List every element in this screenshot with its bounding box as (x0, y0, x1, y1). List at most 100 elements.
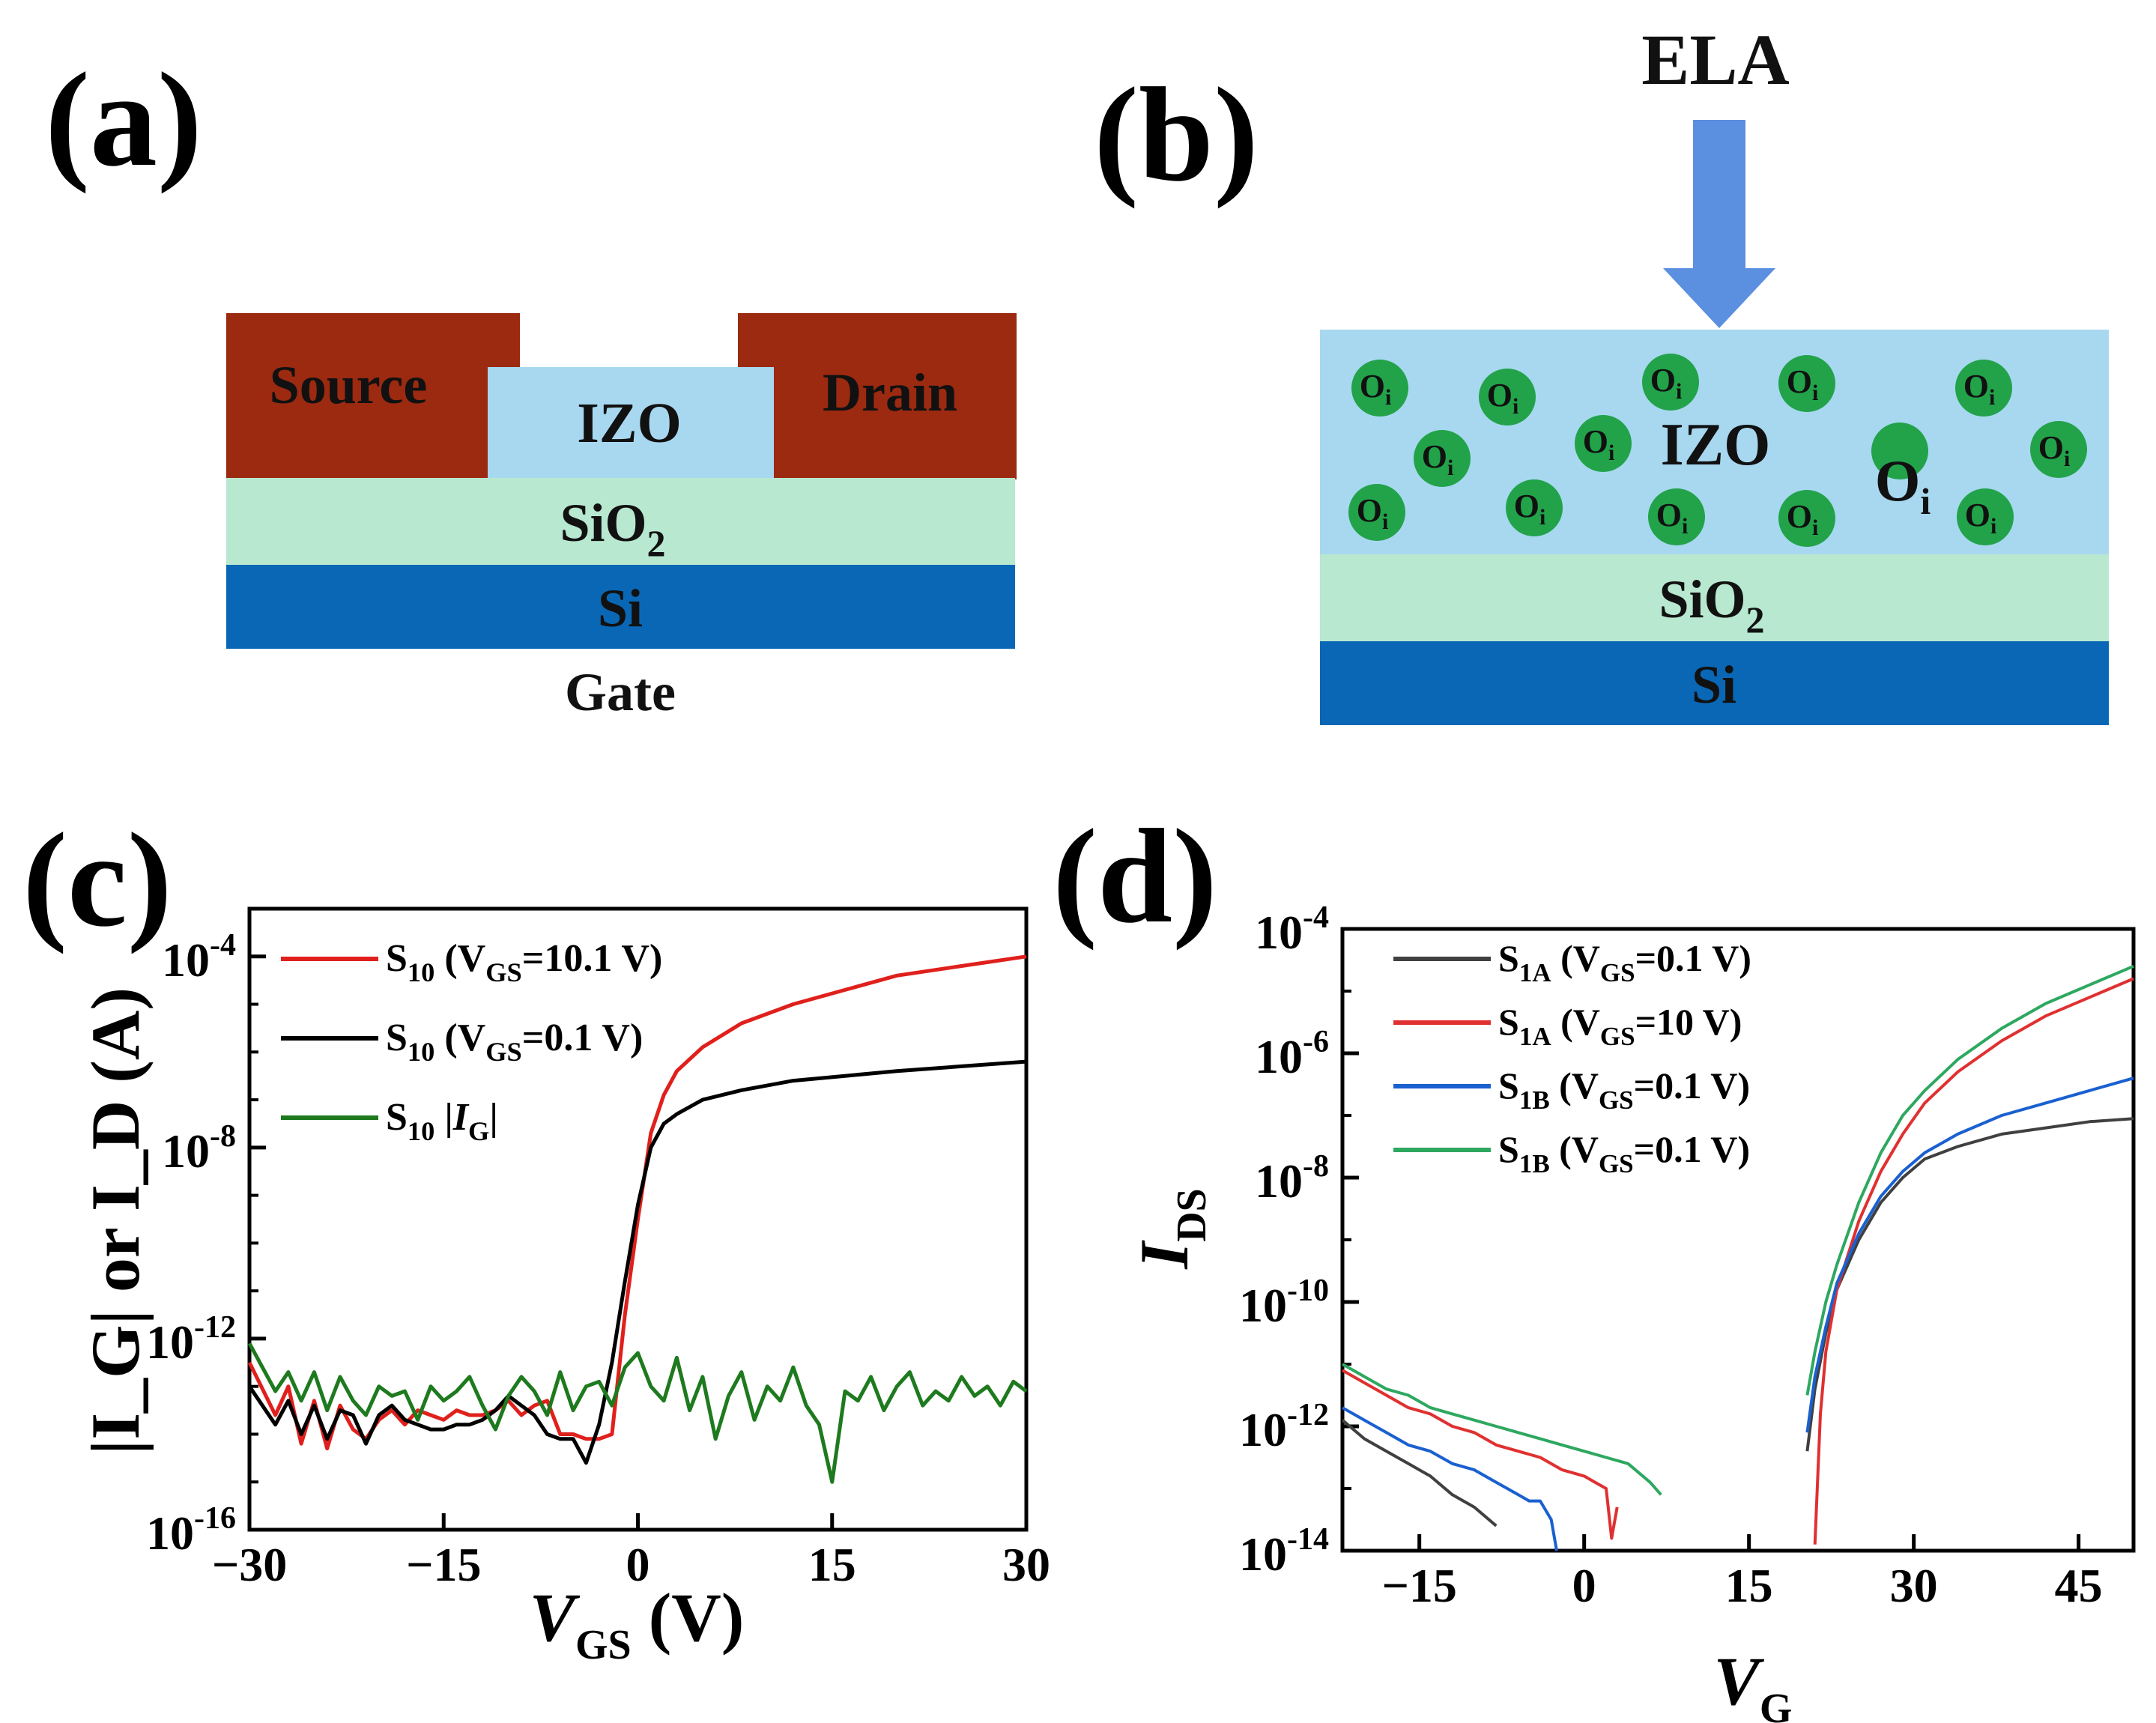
sio2-layer-b (1320, 554, 2109, 643)
series-line (247, 1342, 1028, 1484)
oi-dot-icon (1351, 360, 1408, 417)
series-line (247, 954, 1027, 1451)
x-tick-label: 15 (1725, 1559, 1773, 1612)
series-line (1813, 977, 2134, 1545)
oi-label: Oi (1787, 498, 1819, 540)
x-tick-label: 0 (1572, 1559, 1596, 1612)
y-tick-label: 10-12 (146, 1310, 236, 1369)
oi-dot-icon (1348, 484, 1405, 541)
oi-defect: Oi (1955, 360, 2012, 417)
series-line (1805, 1117, 2134, 1452)
oi-label: Oi (1357, 492, 1389, 534)
legend-entry: S10 |IG| (386, 1096, 498, 1146)
panel-a: (a) Source Drain IZO SiO2 Si Gate (45, 45, 1017, 722)
x-tick-label: 45 (2055, 1559, 2103, 1612)
drain-label: Drain (823, 363, 957, 423)
y-tick-label: 10-10 (1239, 1274, 1329, 1332)
oi-label: Oi (1656, 497, 1689, 539)
oi-defect-large: Oi (1871, 423, 1931, 522)
y-tick-label: 10-6 (1255, 1025, 1329, 1083)
x-tick-label: −15 (406, 1538, 481, 1591)
si-layer (226, 565, 1015, 649)
panel-b-letter: (b) (1094, 60, 1259, 209)
oi-dot-icon (1575, 415, 1632, 472)
sio2-layer (226, 478, 1015, 566)
y-tick-label: 10-8 (162, 1119, 236, 1178)
legend-entry: S10 (VGS=0.1 V) (386, 1017, 643, 1067)
izo-channel (488, 367, 774, 479)
oi-dot-icon (1871, 423, 1928, 479)
series-line (1342, 1406, 1558, 1551)
y-tick-label: 10-8 (1255, 1149, 1329, 1208)
oi-dot-icon (1778, 355, 1835, 412)
x-tick-label: 0 (626, 1538, 650, 1591)
x-tick-label: 30 (1890, 1559, 1938, 1612)
gate-label: Gate (565, 662, 676, 722)
oi-defect: Oi (1348, 484, 1405, 541)
source-electrode (226, 313, 520, 479)
sio2-label: SiO2 (560, 493, 665, 564)
oi-dot-icon (1642, 354, 1699, 411)
oi-dot-icon (1648, 488, 1705, 545)
izo-label: IZO (577, 392, 681, 455)
x-tick-label: −30 (212, 1538, 287, 1591)
y-tick-label: 10-4 (162, 928, 236, 987)
oi-dot-icon (1414, 430, 1471, 487)
izo-label-b: IZO (1661, 412, 1771, 478)
ela-label: ELA (1641, 19, 1789, 100)
oi-label: Oi (1965, 497, 1997, 539)
oi-defect: Oi (1778, 355, 1835, 412)
series-line (1341, 1419, 1498, 1527)
si-label-b: Si (1692, 655, 1736, 715)
si-layer-b (1320, 641, 2109, 725)
source-label: Source (270, 355, 428, 415)
series-line (1342, 1363, 1662, 1496)
oi-defect: Oi (1479, 369, 1536, 426)
legend-entry: S1B (VGS=0.1 V) (1498, 1065, 1750, 1115)
oi-defect: Oi (1414, 430, 1471, 487)
series-line (247, 1059, 1027, 1465)
oi-defect: Oi (1648, 488, 1705, 545)
x-tick-label: 30 (1002, 1538, 1050, 1591)
legend-entry: S1A (VGS=10 V) (1498, 1001, 1742, 1051)
series-line (1805, 1077, 2134, 1433)
oi-label: Oi (2038, 429, 2071, 471)
oi-label: Oi (1360, 368, 1392, 410)
oi-dot-icon (1479, 369, 1536, 426)
oxygen-interstitials: Oi Oi Oi Oi Oi Oi Oi Oi Oi Oi Oi Oi Oi Oi (1348, 354, 2087, 547)
y-tick-label: 10-16 (146, 1501, 236, 1560)
legend-entry: S1B (VGS=0.1 V) (1498, 1128, 1750, 1178)
oi-defect: Oi (1575, 415, 1632, 472)
chart-d: (d) −15 0 15 30 45 10-4 10-6 10-8 10-10 10-12 10-1… (1053, 802, 2136, 1723)
oi-dot-icon (1957, 488, 2014, 545)
si-label: Si (598, 578, 643, 638)
x-axis-label: VG (1714, 1643, 1793, 1723)
oi-label: Oi (1650, 362, 1683, 404)
sio2-label-b: SiO2 (1659, 569, 1764, 641)
oi-label: Oi (1422, 438, 1454, 480)
oi-defect: Oi (1778, 490, 1835, 547)
series-line (1342, 1369, 1619, 1540)
chart-c: (c) −30 −15 0 15 30 10-4 10-8 10-12 10-16 S10 (VG… (22, 805, 1050, 1668)
oi-defect: Oi (1957, 488, 2014, 545)
oi-dot-icon (1506, 479, 1563, 536)
panel-d-letter: (d) (1053, 802, 1217, 951)
drain-electrode (738, 313, 1017, 479)
oi-dot-icon (1778, 490, 1835, 547)
y-axis-label: |I_G| or I_D (A) (77, 987, 154, 1455)
legend-entry: S1A (VGS=0.1 V) (1498, 937, 1751, 987)
oi-dot-icon (2030, 421, 2087, 478)
oi-label-large: Oi (1875, 448, 1931, 522)
oi-label: Oi (1583, 423, 1615, 465)
series-line (1805, 964, 2134, 1396)
oi-defect: Oi (1642, 354, 1699, 411)
oi-label: Oi (1963, 368, 1996, 410)
y-axis-label: IDS (1126, 1188, 1215, 1269)
oi-label: Oi (1487, 377, 1519, 419)
oi-defect: Oi (2030, 421, 2087, 478)
oi-label: Oi (1514, 488, 1546, 530)
x-axis-label: VGS (V) (530, 1579, 745, 1668)
oi-defect: Oi (1506, 479, 1563, 536)
